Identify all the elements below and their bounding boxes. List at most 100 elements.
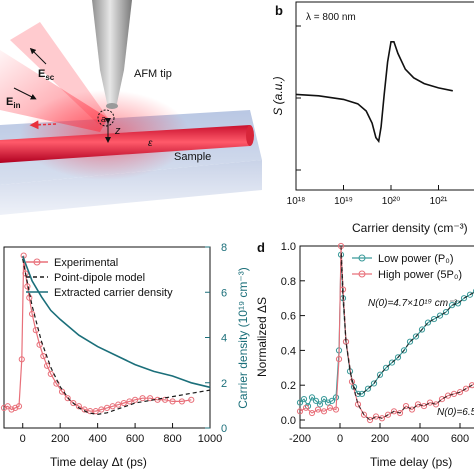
e-in-label: Ein <box>6 96 21 110</box>
panel-d-ylabel: Normalized ΔS <box>255 297 269 377</box>
panel-c-right-ylabel: Carrier density (10¹⁹ cm⁻³) <box>236 267 250 409</box>
panel-c-data-point <box>0 404 8 411</box>
panel-c-legend-marker <box>33 258 41 266</box>
panel-d-data-point <box>408 406 416 413</box>
panel-c-legend-label: Extracted carrier density <box>54 287 173 299</box>
panel-d-data-point <box>472 288 474 294</box>
panel-d-data-point <box>406 338 414 345</box>
panel-d-data-point <box>454 300 462 307</box>
panel-b-x-tick-label: 10¹⁸ <box>287 196 306 207</box>
panel-d-data-point <box>370 380 378 387</box>
panel-d-data-point <box>372 413 380 420</box>
panel-d-data-point <box>312 397 320 404</box>
panel-b-ylabel: S (a.u.) <box>271 76 285 115</box>
panel-c-data-point <box>178 398 186 405</box>
panel-d-data-point <box>376 371 384 378</box>
panel-d-data-point <box>444 392 452 399</box>
panel-c-data-point <box>126 398 133 405</box>
panel-d-annotation-high: N(0)=6.5 <box>437 407 474 418</box>
panel-d-legend-label: High power (5P₀) <box>378 269 462 281</box>
panel-c-data-point <box>12 404 19 411</box>
panel-d-letter: d <box>257 240 265 255</box>
panel-c-right-tick-label: 6 <box>221 287 227 299</box>
panel-c-data-point <box>92 408 99 415</box>
panel-d-y-tick-label: 0.2 <box>281 380 296 392</box>
panel-d-data-point <box>302 404 310 411</box>
panel-b-annotation: λ = 800 nm <box>306 12 356 23</box>
polarization-arrow <box>29 120 57 130</box>
panel-d-data-point <box>296 408 304 415</box>
panel-d-data-point <box>420 402 428 410</box>
panel-c-right-tick-label: 2 <box>221 378 227 390</box>
panel-c-right-tick-label: 8 <box>221 242 227 254</box>
panel-d-x-tick-label: 0 <box>337 433 343 445</box>
panel-c-data-point <box>8 406 15 413</box>
panel-d-data-point <box>442 309 450 316</box>
panel-c-data-point <box>43 362 51 369</box>
panel-d-legend-marker <box>358 270 366 278</box>
panel-b-x-tick-label: 10¹⁹ <box>334 196 353 207</box>
panel-d-data-point <box>296 399 304 406</box>
panel-c-data-point <box>139 395 146 402</box>
panel-c-data-point <box>109 403 116 410</box>
panel-c-x-tick-label: 0 <box>20 433 26 445</box>
panel-c-right-tick-label: 4 <box>221 333 227 345</box>
panel-c-x-tick-label: 200 <box>51 433 69 445</box>
panel-d-data-point <box>300 396 308 403</box>
panel-d-legend: Low power (P₀) High power (5P₀) <box>352 253 462 281</box>
panel-d-data-point <box>438 396 446 403</box>
panel-c-right-tick-label: 0 <box>221 423 227 435</box>
panel-c-data-point <box>188 396 195 403</box>
afm-tip <box>92 0 132 109</box>
panel-d-data-point <box>388 359 396 366</box>
e-in-arrow <box>13 87 37 100</box>
panel-d-data-point <box>364 385 372 392</box>
panel-b-chart: b λ = 800 nm 10¹⁸ 10¹⁹ 10²⁰ 10²¹ S (a.u.) C… <box>271 1 474 235</box>
panel-d-y-tick-label: 0.8 <box>281 276 296 288</box>
panel-d-data-point <box>320 408 328 415</box>
panel-d-data-point <box>332 394 340 401</box>
panel-d-legend-marker <box>358 254 366 262</box>
panel-d-data-point <box>308 409 316 417</box>
panel-d-fit-line <box>340 254 474 395</box>
panel-b-letter: b <box>275 3 283 18</box>
panel-d-data-point <box>384 411 392 418</box>
sample-label: Sample <box>174 151 211 163</box>
panel-d-x-tick-label: 200 <box>371 433 389 445</box>
panel-c-data-point <box>53 380 60 387</box>
panel-b-x-tick-label: 10²⁰ <box>382 196 400 207</box>
panel-d-data-point <box>308 394 316 401</box>
panel-d-data-point <box>378 415 386 422</box>
panel-d-chart: d -200 0 200 400 600 0.0 0.2 0.4 0.6 0.8 1.0 Low p… <box>255 240 474 469</box>
nanowire-rod <box>0 125 254 163</box>
panel-c-data-point <box>75 403 83 410</box>
panel-c-x-tick-label: 1000 <box>198 433 222 445</box>
panel-d-series-line <box>299 254 474 408</box>
tip-radius-label: a <box>101 114 106 124</box>
panel-c-series-line <box>21 255 211 389</box>
e-sc-arrow <box>29 47 47 65</box>
panel-b-x-tick-label: 10²¹ <box>430 196 448 207</box>
panel-c-data-point <box>98 406 105 413</box>
panel-d-xlabel: Time delay (ps) <box>370 455 452 469</box>
afm-tip-label: AFM tip <box>134 68 172 80</box>
panel-d-data-point <box>354 401 362 408</box>
panel-c-data-point <box>64 395 71 402</box>
panel-d-data-point <box>468 382 474 389</box>
panel-d-data-point <box>360 411 368 418</box>
panel-d-frame <box>299 245 474 429</box>
panel-d-x-tick-label: 400 <box>411 433 429 445</box>
panel-d-data-point <box>430 315 438 323</box>
incident-beam <box>0 50 108 132</box>
panel-d-data-point <box>326 404 334 411</box>
panel-d-data-point <box>414 401 422 408</box>
panel-d-data-point <box>332 406 340 413</box>
panel-d-y-tick-label: 0.6 <box>281 311 296 323</box>
panel-c-data-point <box>146 395 154 402</box>
z-label: z <box>114 125 121 137</box>
panel-c-legend: Experimental Point-dipole model Extracted … <box>26 257 173 299</box>
panel-d-data-point <box>316 401 324 408</box>
panel-d-data-point <box>328 397 336 404</box>
panel-c-legend-label: Experimental <box>54 257 118 269</box>
